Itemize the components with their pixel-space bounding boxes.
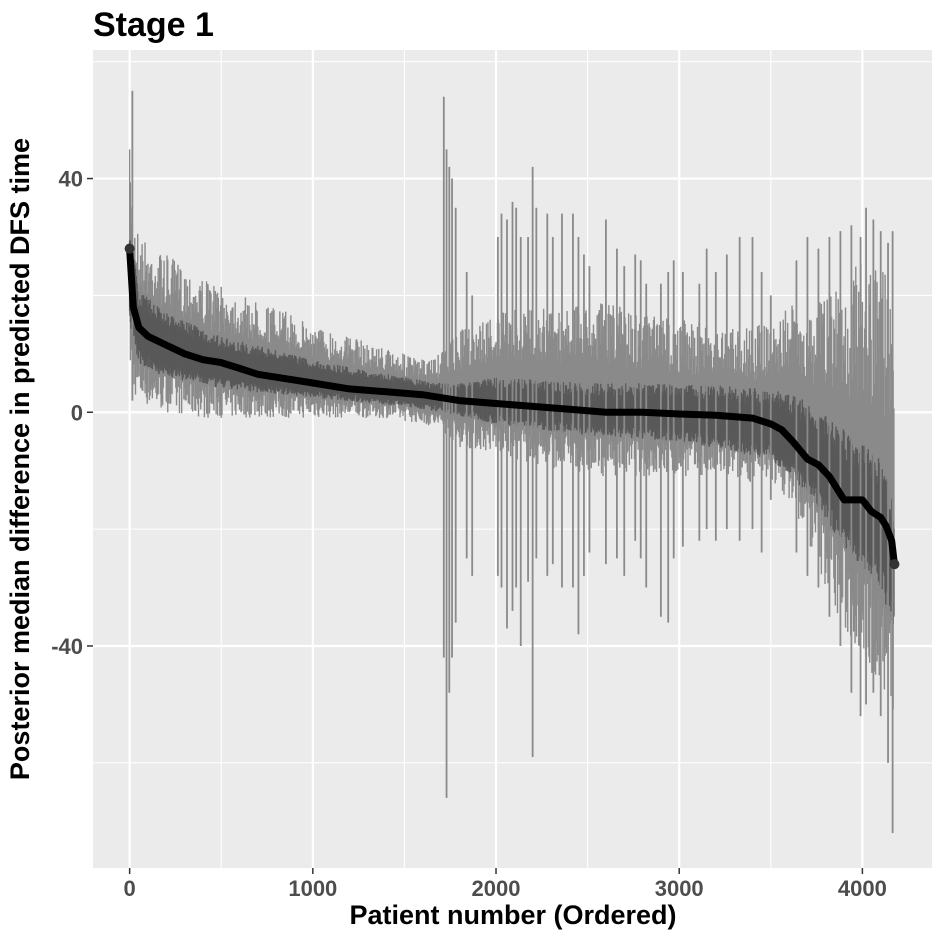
x-axis-title: Patient number (Ordered)	[349, 900, 676, 930]
y-axis-title: Posterior median difference in predicted…	[5, 138, 35, 780]
y-tick-label: 0	[71, 400, 83, 425]
chart-title: Stage 1	[93, 6, 214, 44]
median-start-point	[124, 243, 135, 254]
y-tick-label: -40	[51, 634, 83, 659]
outlier-interval-bars	[131, 90, 894, 833]
y-tick-label: 40	[59, 167, 83, 192]
x-tick-label: 3000	[655, 876, 704, 901]
y-axis-ticks: -40 0 40	[51, 167, 93, 659]
x-tick-label: 2000	[472, 876, 521, 901]
x-tick-label: 0	[124, 876, 136, 901]
median-line	[126, 245, 898, 568]
x-tick-label: 4000	[838, 876, 887, 901]
x-tick-label: 1000	[288, 876, 337, 901]
median-end-point	[889, 559, 900, 570]
x-axis-ticks: 0 1000 2000 3000 4000	[124, 868, 887, 901]
